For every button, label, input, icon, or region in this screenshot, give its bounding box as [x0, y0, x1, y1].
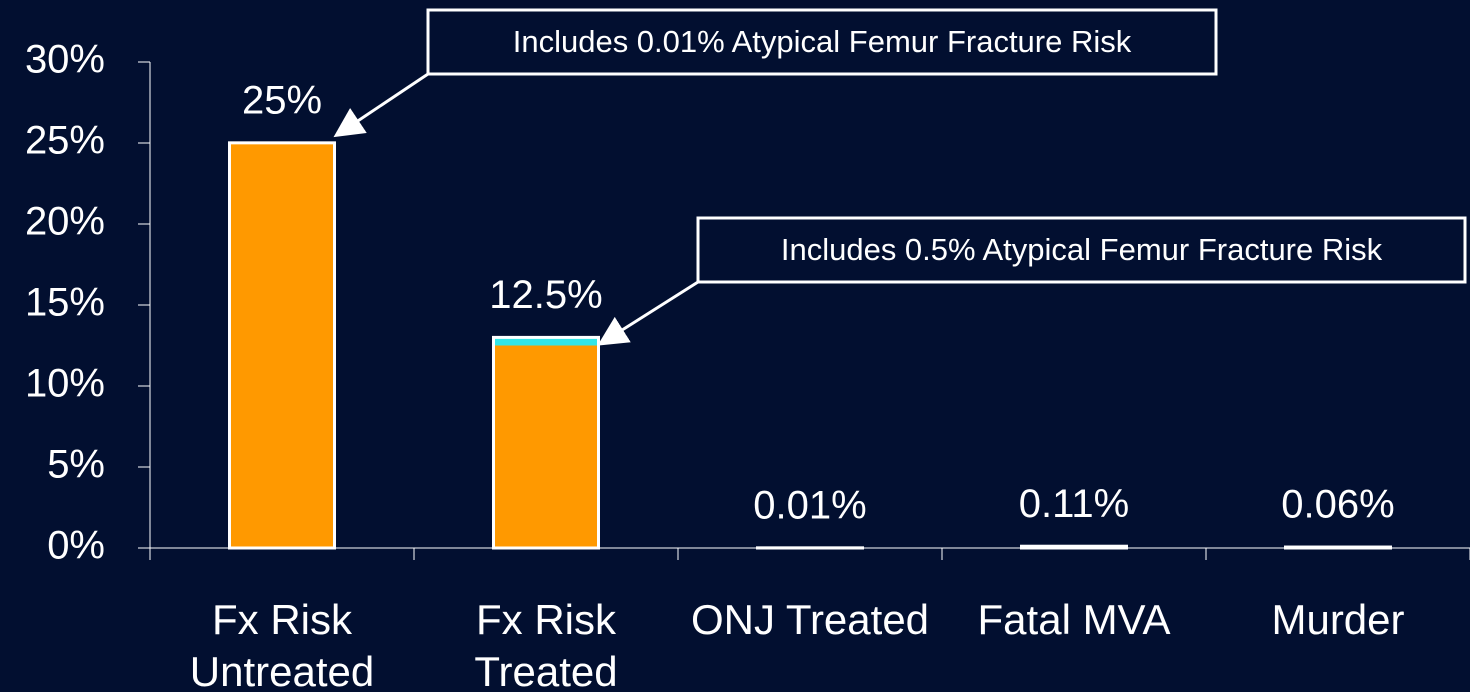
bar — [493, 345, 599, 548]
y-tick-label: 30% — [25, 38, 105, 82]
x-tick-label: Fatal MVA — [977, 596, 1171, 643]
bar-outline — [492, 335, 600, 550]
y-tick-label: 25% — [25, 119, 105, 163]
x-tick-label: Fx Risk Treated — [474, 596, 618, 692]
value-label: 0.11% — [1019, 482, 1129, 526]
annotation-box — [696, 216, 1467, 284]
value-label: 25% — [242, 78, 322, 122]
y-tick-label: 10% — [25, 362, 105, 406]
x-tick-label: Fx Risk Untreated — [189, 596, 375, 692]
annotation-arrow — [333, 72, 429, 138]
bar-outline — [1284, 545, 1392, 550]
annotation-arrow — [597, 280, 699, 346]
value-label: 12.5% — [489, 273, 602, 317]
value-label: 0.06% — [1281, 483, 1394, 527]
x-tick-label: Murder — [1271, 596, 1405, 643]
y-tick-label: 5% — [47, 443, 105, 487]
annotation-box — [426, 8, 1218, 76]
x-tick-label: ONJ Treated — [690, 596, 930, 643]
y-tick-label: 20% — [25, 200, 105, 244]
bar — [229, 143, 335, 548]
y-tick-label: 0% — [47, 524, 105, 568]
annotation: Includes 0.01% Atypical Femur Fracture R… — [513, 24, 1132, 59]
y-tick-label: 15% — [25, 281, 105, 325]
bar — [493, 337, 599, 346]
bar-outline — [228, 141, 336, 550]
value-label: 0.01% — [753, 483, 866, 527]
annotation: Includes 0.5% Atypical Femur Fracture Ri… — [781, 232, 1383, 267]
bar-outline — [1020, 544, 1128, 550]
